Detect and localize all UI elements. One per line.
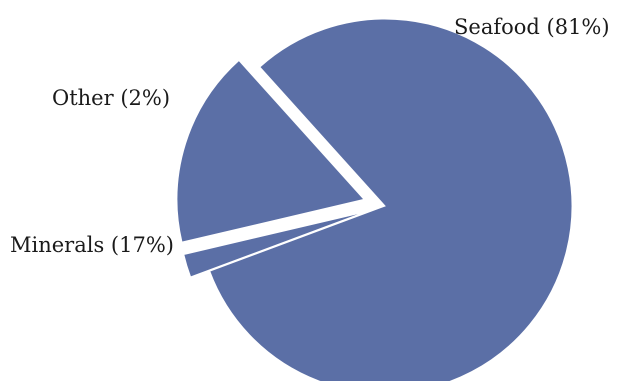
pie-slices [176,18,573,381]
pie-slice-minerals [176,59,365,243]
pie-slice-seafood [209,18,573,381]
slice-label-seafood: Seafood (81%) [454,15,610,39]
slice-label-minerals: Minerals (17%) [10,233,174,257]
slice-label-other: Other (2%) [52,86,170,110]
pie-slice-other [183,211,367,278]
